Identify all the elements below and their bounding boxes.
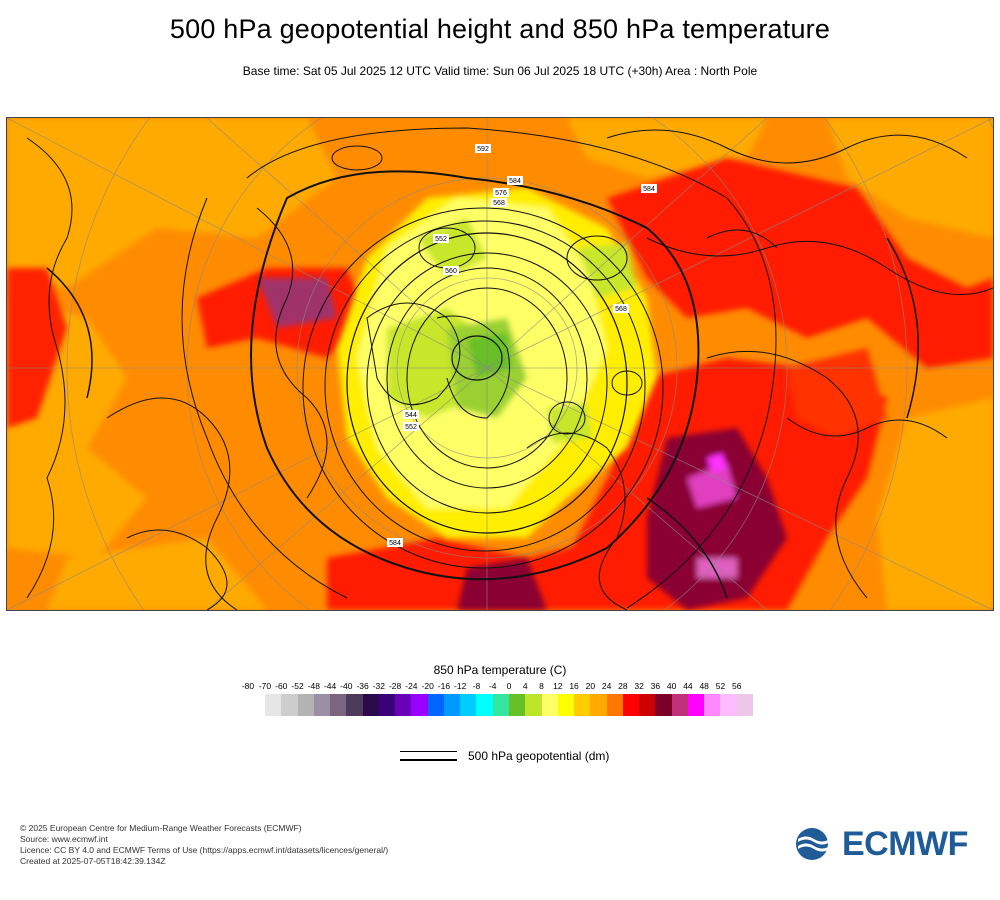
legend-tick-label: -40 xyxy=(340,681,353,691)
contour-label: 568 xyxy=(615,306,627,313)
color-swatch xyxy=(687,694,705,716)
legend-tick-label: 12 xyxy=(553,681,563,691)
contour-label-group: 552 560 568 576 584 592 544 584 584 552 xyxy=(387,144,657,547)
color-swatch xyxy=(411,694,428,716)
geopotential-legend-label: 500 hPa geopotential (dm) xyxy=(468,749,610,763)
color-swatch xyxy=(622,694,640,716)
graticule xyxy=(7,118,993,610)
chart-title: 500 hPa geopotential height and 850 hPa … xyxy=(169,14,831,44)
color-swatch xyxy=(443,694,461,716)
color-swatch xyxy=(492,694,509,716)
color-swatch xyxy=(720,694,737,716)
legend-tick-label: 36 xyxy=(650,681,661,691)
legend-title: 850 hPa temperature (C) xyxy=(433,663,567,677)
color-swatch xyxy=(639,694,656,716)
color-swatch xyxy=(346,694,363,716)
footer-created: Created at 2025-07-05T18:42:39.134Z xyxy=(20,856,166,866)
color-bar xyxy=(265,694,753,716)
legend-tick-label: 40 xyxy=(666,681,677,691)
color-swatch xyxy=(395,694,412,716)
legend-ticks: -80 -70 -60 -52 -48 -44 -40 -36 -32 -28 -24 -20 -16-… xyxy=(240,681,760,693)
legend-tick-label: -80 xyxy=(241,681,255,691)
legend-tick-label: -16 xyxy=(437,681,451,691)
color-swatch xyxy=(508,694,526,716)
legend-tick-label: -32 xyxy=(372,681,386,691)
color-swatch xyxy=(330,694,347,716)
legend-tick-label: 0 xyxy=(506,681,512,691)
contour-label: 584 xyxy=(509,178,521,185)
contour-label: 584 xyxy=(389,540,401,547)
ecmwf-logo-icon xyxy=(796,828,840,860)
contour-label: 552 xyxy=(435,236,447,243)
color-swatch xyxy=(557,694,575,716)
color-swatch xyxy=(362,694,379,716)
color-swatch xyxy=(525,694,542,716)
footer-copyright: © 2025 European Centre for Medium-Range … xyxy=(20,823,302,833)
legend-tick-label: -44 xyxy=(323,681,337,691)
color-swatch xyxy=(378,694,396,716)
legend-tick-label: -12 xyxy=(454,681,467,691)
contour-label: 544 xyxy=(405,412,417,419)
ecmwf-logo-text: ECMWF xyxy=(842,825,968,863)
color-swatch xyxy=(427,694,444,716)
legend-tick-label: -52 xyxy=(291,681,304,691)
legend-tick-label: 4 xyxy=(522,681,528,691)
legend-tick-label: -28 xyxy=(388,681,402,691)
legend-tick-label: 56 xyxy=(731,681,742,691)
color-swatch xyxy=(606,694,623,716)
legend-tick-label: 20 xyxy=(585,681,596,691)
legend-tick-label: 24 xyxy=(601,681,612,691)
legend-tick-label: -8 xyxy=(472,681,481,691)
legend-tick-label: 48 xyxy=(699,681,709,691)
geopotential-contours xyxy=(46,127,919,609)
color-swatch xyxy=(655,694,672,716)
color-swatch xyxy=(590,694,607,716)
chart-subtitle: Base time: Sat 05 Jul 2025 12 UTC Valid … xyxy=(242,64,758,78)
legend-tick-label: 44 xyxy=(683,681,693,691)
legend-tick-label: -70 xyxy=(258,681,272,691)
color-swatch xyxy=(265,694,282,716)
legend-tick-label: 52 xyxy=(715,681,726,691)
color-swatch xyxy=(736,694,753,716)
legend-tick-label: 32 xyxy=(634,681,644,691)
color-swatch xyxy=(704,694,721,716)
color-swatch xyxy=(281,694,298,716)
legend-tick-label: 16 xyxy=(569,681,579,691)
legend-tick-label: -24 xyxy=(405,681,418,691)
geopotential-legend-line-thin xyxy=(400,751,457,752)
geopotential-legend-line-thick xyxy=(400,759,457,761)
color-swatch xyxy=(476,694,493,716)
coastlines xyxy=(26,129,993,610)
footer-credits: © 2025 European Centre for Medium-Range … xyxy=(20,823,388,867)
color-swatch xyxy=(460,694,477,716)
legend-tick-label: -36 xyxy=(356,681,369,691)
color-swatch xyxy=(574,694,591,716)
contour-label: 560 xyxy=(445,268,457,275)
legend-tick-label: -4 xyxy=(488,681,497,691)
color-swatch xyxy=(671,694,688,716)
legend-tick-label: 8 xyxy=(539,681,544,691)
contour-label: 584 xyxy=(643,186,655,193)
legend-tick-label: -48 xyxy=(307,681,320,691)
contour-label: 552 xyxy=(405,424,417,431)
color-swatch xyxy=(541,694,558,716)
color-swatch xyxy=(313,694,331,716)
footer-source: Source: www.ecmwf.int xyxy=(20,834,108,844)
temp-field-darkred xyxy=(257,278,787,610)
contour-label: 592 xyxy=(477,146,489,153)
contour-label: 568 xyxy=(493,200,505,207)
ecmwf-logo: ECMWF xyxy=(794,826,984,862)
polar-map: 552 560 568 576 584 592 544 584 584 552 xyxy=(6,117,994,611)
legend-tick-label: -60 xyxy=(275,681,288,691)
legend-tick-label: 28 xyxy=(618,681,628,691)
legend-tick-label: -20 xyxy=(421,681,434,691)
contour-label: 576 xyxy=(495,190,507,197)
footer-licence: Licence: CC BY 4.0 and ECMWF Terms of Us… xyxy=(20,845,389,855)
map-canvas: 552 560 568 576 584 592 544 584 584 552 xyxy=(7,118,993,610)
color-swatch xyxy=(297,694,314,716)
geopotential-legend: 500 hPa geopotential (dm) xyxy=(400,748,660,768)
